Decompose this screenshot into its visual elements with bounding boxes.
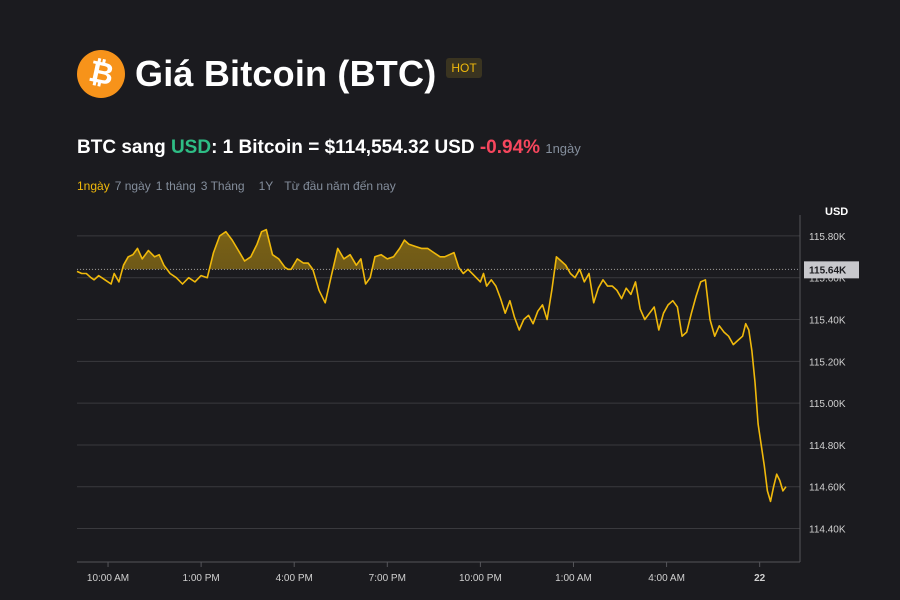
page-header: ₿ Giá Bitcoin (BTC) HOT: [77, 50, 482, 98]
reference-label: 115.64K: [809, 265, 847, 276]
tab-3-months[interactable]: 3 Tháng: [200, 179, 245, 193]
y-tick-label: 115.80K: [809, 232, 846, 243]
price-change: -0.94%: [479, 137, 541, 158]
x-tick-label: 4:00 AM: [648, 573, 685, 584]
y-tick-label: 114.40K: [809, 525, 846, 536]
x-tick-label: 1:00 AM: [555, 573, 592, 584]
y-tick-label: 114.80K: [809, 441, 846, 452]
tab-1-month[interactable]: 1 tháng: [155, 179, 196, 193]
x-tick-label: 7:00 PM: [369, 573, 406, 584]
y-tick-label: 115.40K: [809, 316, 846, 327]
area-fill: [77, 229, 787, 270]
y-tick-label: 115.20K: [809, 357, 846, 368]
reference-label-box: [804, 261, 859, 279]
page-title: Giá Bitcoin (BTC): [135, 53, 437, 94]
y-tick-label: 114.60K: [809, 483, 846, 494]
price-summary: BTC sang USD: 1 Bitcoin = $114,554.32 US…: [77, 137, 581, 159]
change-period: 1ngày: [545, 141, 581, 156]
x-tick-label: 22: [754, 573, 766, 584]
tab-1-day[interactable]: 1ngày: [77, 179, 110, 193]
x-tick-label: 4:00 PM: [276, 573, 313, 584]
price-value: : 1 Bitcoin = $114,554.32 USD: [211, 137, 480, 158]
y-tick-label: 115.60K: [809, 274, 846, 285]
x-tick-label: 10:00 PM: [459, 573, 502, 584]
tab-year-to-date[interactable]: Từ đầu năm đến nay: [284, 179, 396, 193]
y-axis-unit: USD: [825, 206, 848, 218]
tab-7-days[interactable]: 7 ngày: [114, 179, 151, 193]
timeframe-tabs: 1ngày 7 ngày 1 tháng 3 Tháng 1Y Từ đầu năm đế…: [77, 179, 401, 193]
tab-1-year[interactable]: 1Y: [258, 179, 274, 193]
price-prefix: BTC sang: [77, 137, 171, 158]
y-tick-label: 115.00K: [809, 399, 846, 410]
quote-currency-link[interactable]: USD: [170, 137, 212, 158]
x-tick-label: 1:00 PM: [182, 573, 219, 584]
x-tick-label: 10:00 AM: [87, 573, 129, 584]
price-series-line: [76, 228, 787, 503]
bitcoin-icon: ₿: [77, 50, 125, 98]
hot-badge: HOT: [446, 58, 482, 78]
